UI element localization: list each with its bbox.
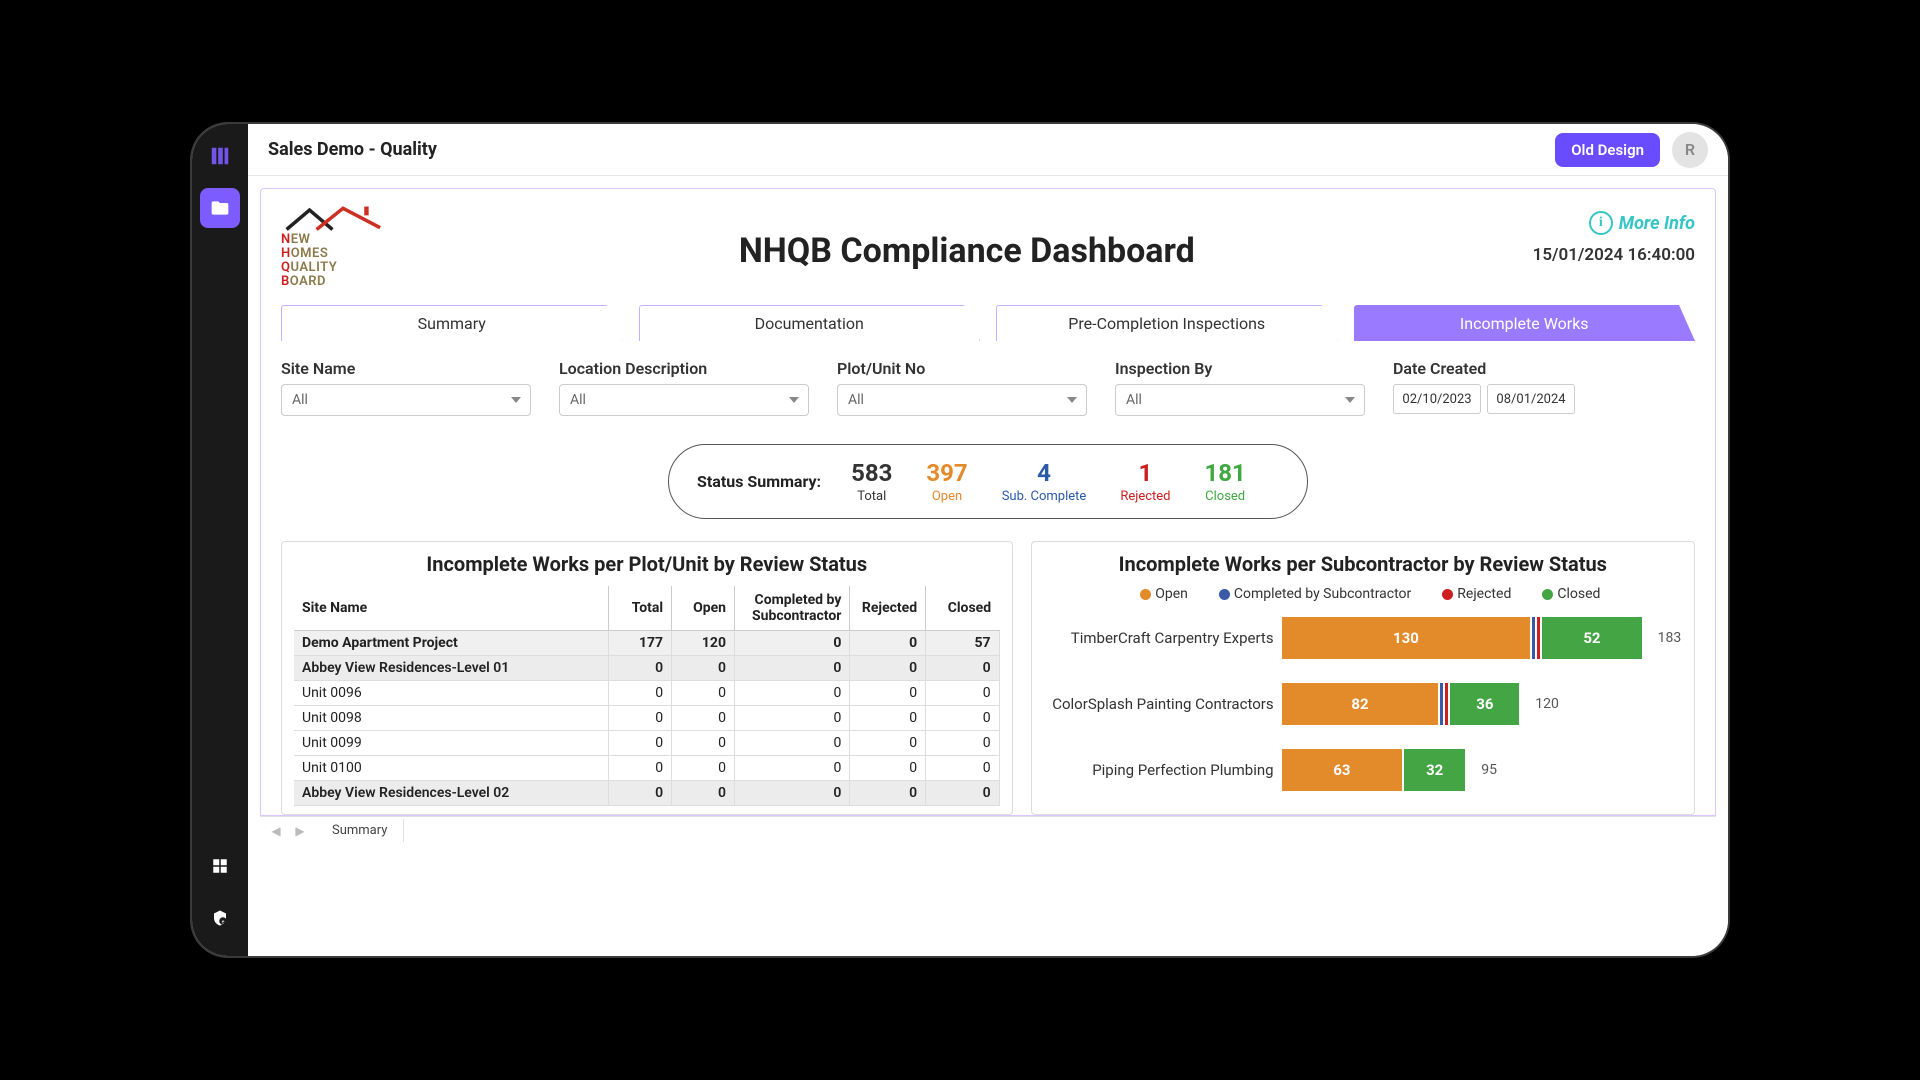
col-header: Rejected: [850, 586, 926, 631]
legend-item: Rejected: [1427, 586, 1511, 602]
site-name-label: Site Name: [281, 359, 531, 378]
plot-unit-table: Site NameTotalOpenCompleted by Subcontra…: [294, 586, 1000, 806]
hbar-bar: 6332: [1282, 748, 1466, 792]
dashboard-title: NHQB Compliance Dashboard: [401, 231, 1533, 271]
bar-segment: 36: [1450, 683, 1519, 725]
more-info-label: More Info: [1619, 213, 1695, 234]
table-row[interactable]: Unit 009600000: [294, 681, 999, 706]
table-row[interactable]: Demo Apartment Project1771200057: [294, 631, 999, 656]
site-name-select[interactable]: [281, 384, 531, 416]
date-from-input[interactable]: [1393, 384, 1481, 414]
hbar-bar: 82 36: [1282, 682, 1520, 726]
status-total: 583Total: [851, 459, 892, 504]
location-desc-label: Location Description: [559, 359, 809, 378]
legend-item: Open: [1125, 586, 1188, 602]
plot-unit-select[interactable]: [837, 384, 1087, 416]
folder-icon[interactable]: [200, 188, 240, 228]
sheet-next-icon[interactable]: ▶: [292, 824, 308, 838]
timestamp: 15/01/2024 16:40:00: [1533, 245, 1695, 265]
sidebar: e: [192, 124, 248, 956]
location-desc-select[interactable]: [559, 384, 809, 416]
col-header: Closed: [926, 586, 999, 631]
panel-chart: Incomplete Works per Subcontractor by Re…: [1031, 541, 1695, 815]
legend-item: Completed by Subcontractor: [1204, 586, 1411, 602]
hbar-total: 95: [1481, 762, 1497, 778]
nhqb-logo: NEWHOMESQUALITYBOARD: [281, 203, 401, 289]
col-header: Total: [609, 586, 672, 631]
panel-chart-title: Incomplete Works per Subcontractor by Re…: [1044, 552, 1682, 576]
col-header: Open: [672, 586, 735, 631]
page-title: Sales Demo - Quality: [268, 139, 437, 160]
bar-segment: [1532, 617, 1535, 659]
plot-unit-label: Plot/Unit No: [837, 359, 1087, 378]
hbar-row: Piping Perfection Plumbing 6332 95: [1044, 748, 1682, 792]
table-row[interactable]: Abbey View Residences-Level 0100000: [294, 656, 999, 681]
tab-documentation[interactable]: Documentation: [639, 305, 981, 341]
inspection-by-select[interactable]: [1115, 384, 1365, 416]
old-design-button[interactable]: Old Design: [1555, 133, 1660, 167]
inspection-by-label: Inspection By: [1115, 359, 1365, 378]
hbar-bar: 130 52: [1282, 616, 1642, 660]
panel-table-title: Incomplete Works per Plot/Unit by Review…: [294, 552, 1000, 576]
table-row[interactable]: Abbey View Residences-Level 0200000: [294, 781, 999, 806]
tab-summary[interactable]: Summary: [281, 305, 623, 341]
grid-icon[interactable]: [200, 846, 240, 886]
date-created-label: Date Created: [1393, 359, 1575, 378]
date-to-input[interactable]: [1487, 384, 1575, 414]
legend-item: Closed: [1527, 586, 1600, 602]
table-row[interactable]: Unit 010000000: [294, 756, 999, 781]
table-row[interactable]: Unit 009800000: [294, 706, 999, 731]
bar-segment: 52: [1542, 617, 1641, 659]
status-closed: 181Closed: [1205, 459, 1246, 504]
bar-segment: 32: [1404, 749, 1465, 791]
sheet-tab-summary[interactable]: Summary: [316, 819, 404, 842]
hbar-total: 183: [1658, 630, 1682, 646]
bar-segment: [1445, 683, 1448, 725]
bar-segment: [1440, 683, 1443, 725]
hbar-label: Piping Perfection Plumbing: [1044, 761, 1274, 779]
col-header: Site Name: [294, 586, 609, 631]
col-header: Completed by Subcontractor: [735, 586, 850, 631]
tab-bar: Summary Documentation Pre-Completion Inspe…: [261, 297, 1715, 341]
tab-incomplete-works[interactable]: Incomplete Works: [1354, 305, 1696, 341]
hbar-label: ColorSplash Painting Contractors: [1044, 695, 1274, 713]
main-area: Sales Demo - Quality Old Design R NEWHOM…: [248, 124, 1728, 956]
svg-text:e: e: [222, 919, 225, 925]
more-info-link[interactable]: i More Info: [1589, 211, 1695, 235]
table-row[interactable]: Unit 009900000: [294, 731, 999, 756]
status-summary-pill: Status Summary: 583Total 397Open 4Sub. Com…: [668, 444, 1308, 519]
sheet-prev-icon[interactable]: ◀: [268, 824, 284, 838]
hbar-row: TimberCraft Carpentry Experts 130 52 183: [1044, 616, 1682, 660]
tab-pre-completion-inspections[interactable]: Pre-Completion Inspections: [996, 305, 1338, 341]
status-summary-label: Status Summary:: [697, 472, 821, 491]
bar-segment: 63: [1282, 749, 1402, 791]
hbar-row: ColorSplash Painting Contractors 82 36 120: [1044, 682, 1682, 726]
info-icon: i: [1589, 211, 1613, 235]
hbar-total: 120: [1535, 696, 1559, 712]
status-open: 397Open: [926, 459, 967, 504]
bar-segment: 130: [1282, 617, 1531, 659]
hbar-label: TimberCraft Carpentry Experts: [1044, 629, 1274, 647]
shield-icon[interactable]: e: [200, 898, 240, 938]
bar-segment: 82: [1282, 683, 1439, 725]
status-rejected: 1Rejected: [1120, 459, 1170, 504]
bar-segment: [1537, 617, 1540, 659]
panel-table: Incomplete Works per Plot/Unit by Review…: [281, 541, 1013, 815]
sheet-tabs: ◀ ▶ Summary: [260, 816, 1716, 844]
device-frame: e Sales Demo - Quality Old Design R N: [192, 124, 1728, 956]
topbar: Sales Demo - Quality Old Design R: [248, 124, 1728, 176]
sidebar-brand-icon[interactable]: [200, 136, 240, 176]
filter-bar: Site Name Location Description Plot/Unit…: [261, 341, 1715, 416]
content-scroll: NEWHOMESQUALITYBOARD NHQB Compliance Das…: [248, 176, 1728, 956]
status-sub-complete: 4Sub. Complete: [1002, 459, 1087, 504]
avatar[interactable]: R: [1672, 132, 1708, 168]
dashboard-card: NEWHOMESQUALITYBOARD NHQB Compliance Das…: [260, 188, 1716, 816]
